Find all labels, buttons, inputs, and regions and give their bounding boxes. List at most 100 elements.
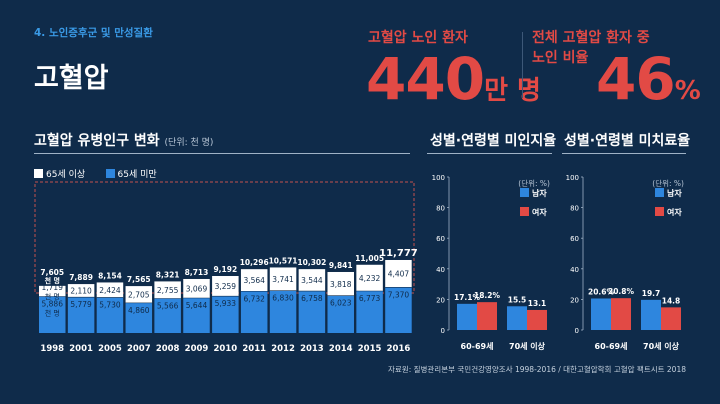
y-tick-label: 40 bbox=[570, 266, 579, 274]
chart1-unit-note: (단위: 천 명) bbox=[164, 138, 214, 148]
y-tick-label: 60 bbox=[436, 235, 445, 243]
bar-under65 bbox=[154, 298, 181, 333]
label-under65: 5,779 bbox=[70, 300, 92, 309]
bar-under65 bbox=[67, 297, 95, 333]
patients-label: 고혈압 노인 환자 bbox=[368, 30, 468, 46]
bar-over65 bbox=[269, 267, 297, 291]
section-label: 4. 노인증후군 및 만성질환 bbox=[34, 27, 153, 39]
patients-stat: 440만 명 bbox=[366, 50, 541, 108]
x-tick-label: 2014 bbox=[329, 344, 353, 354]
label-total: 10,302 bbox=[297, 258, 326, 267]
bar bbox=[507, 306, 527, 330]
y-tick-label: 80 bbox=[436, 205, 445, 213]
label-total: 9,192 bbox=[213, 265, 237, 274]
chart1-legend: 65세 이상 65세 미만 bbox=[34, 162, 157, 181]
bar-over65 bbox=[96, 282, 124, 298]
legend-label: 여자 bbox=[667, 207, 682, 217]
label-under65: 5,730 bbox=[99, 300, 121, 309]
x-tick-label: 2001 bbox=[69, 344, 93, 354]
label-over65-unit: 천 명 bbox=[45, 292, 60, 301]
bar-over65 bbox=[240, 269, 268, 292]
x-tick-label: 70세 이상 bbox=[643, 341, 680, 351]
x-tick-label: 2015 bbox=[358, 344, 382, 354]
label-under65: 5,886 bbox=[42, 300, 64, 309]
bar bbox=[477, 302, 497, 330]
x-tick-label: 2016 bbox=[387, 344, 411, 354]
bar-value-label: 19.7 bbox=[642, 289, 661, 298]
label-over65: 2,424 bbox=[99, 286, 121, 295]
legend-swatch bbox=[520, 188, 529, 197]
bar-under65 bbox=[269, 290, 297, 333]
label-over65: 2,705 bbox=[128, 290, 150, 299]
label-under65: 7,370 bbox=[388, 290, 410, 299]
label-over65: 3,069 bbox=[186, 284, 208, 293]
chart1-title-wrap: 고혈압 유병인구 변화 (단위: 천 명) bbox=[34, 130, 213, 150]
legend-swatch-blue bbox=[105, 169, 115, 178]
bar-under65 bbox=[240, 291, 268, 333]
label-total: 8,154 bbox=[98, 271, 122, 280]
label-total: 7,605 bbox=[40, 268, 64, 277]
legend-label-65-under: 65세 미만 bbox=[117, 170, 157, 180]
x-tick-label: 2011 bbox=[242, 344, 266, 354]
unit-note: (단위: %) bbox=[652, 178, 684, 188]
bar-value-label: 17.1% bbox=[454, 293, 481, 302]
bar-under65 bbox=[327, 295, 354, 333]
bar-over65 bbox=[39, 285, 66, 297]
legend-item-65-over: 65세 이상 bbox=[34, 169, 85, 180]
label-total: 11,777 bbox=[379, 248, 418, 259]
label-total-unit: 천 명 bbox=[45, 276, 60, 285]
label-over65: 2,755 bbox=[157, 286, 179, 295]
bar-over65 bbox=[327, 271, 354, 296]
label-total: 7,565 bbox=[127, 275, 151, 284]
label-under65: 5,566 bbox=[157, 301, 179, 310]
legend-swatch-white bbox=[34, 169, 43, 178]
x-tick-label: 70세 이상 bbox=[509, 341, 546, 351]
stat-divider bbox=[522, 32, 523, 98]
label-over65: 1,719 bbox=[42, 283, 64, 292]
chart2-divider bbox=[427, 153, 552, 154]
ratio-label-line2: 노인 비율 bbox=[532, 50, 589, 66]
label-under65: 6,758 bbox=[301, 294, 323, 303]
legend-swatch bbox=[655, 188, 664, 197]
x-tick-label: 2008 bbox=[156, 344, 180, 354]
bar-over65 bbox=[183, 278, 210, 299]
bar-value-label: 20.6% bbox=[588, 287, 615, 296]
label-under65-unit: 천 명 bbox=[45, 309, 60, 318]
bar-over65 bbox=[154, 281, 181, 299]
source-note: 자료원: 질병관리본부 국민건강영양조사 1998-2016 / 대한고혈압학회… bbox=[388, 365, 686, 374]
label-total: 8,713 bbox=[185, 268, 209, 277]
label-over65: 4,232 bbox=[359, 274, 381, 283]
label-over65: 3,259 bbox=[215, 282, 237, 291]
label-total: 11,005 bbox=[355, 254, 384, 263]
bar-over65 bbox=[212, 276, 239, 297]
legend-label: 남자 bbox=[532, 188, 547, 198]
patients-unit: 만 명 bbox=[484, 76, 541, 106]
label-over65: 2,110 bbox=[70, 287, 92, 296]
bar-under65 bbox=[39, 296, 66, 333]
y-tick-label: 100 bbox=[432, 174, 445, 182]
ratio-label-line1: 전체 고혈압 환자 중 bbox=[532, 30, 650, 46]
label-under65: 5,933 bbox=[215, 299, 237, 308]
label-over65: 4,407 bbox=[388, 270, 410, 279]
label-over65: 3,741 bbox=[272, 275, 294, 284]
label-total: 9,841 bbox=[329, 261, 353, 270]
legend-label: 여자 bbox=[532, 207, 547, 217]
label-under65: 6,023 bbox=[330, 299, 352, 308]
ratio-unit: % bbox=[674, 76, 701, 106]
label-total: 7,889 bbox=[69, 273, 93, 282]
x-tick-label: 2005 bbox=[98, 344, 122, 354]
chart3-divider bbox=[562, 153, 686, 154]
label-over65: 3,544 bbox=[301, 276, 323, 285]
y-tick-label: 80 bbox=[570, 205, 579, 213]
bar-under65 bbox=[96, 297, 124, 333]
x-tick-label: 60-69세 bbox=[461, 341, 494, 351]
x-tick-label: 2007 bbox=[127, 344, 151, 354]
x-tick-label: 2010 bbox=[214, 344, 238, 354]
bar bbox=[527, 309, 547, 330]
y-tick-label: 40 bbox=[436, 266, 445, 274]
bar bbox=[661, 307, 681, 330]
label-total: 10,571 bbox=[269, 256, 298, 265]
bar-value-label: 15.5 bbox=[508, 295, 527, 304]
chart3-title: 성별·연령별 미치료율 bbox=[564, 133, 691, 149]
